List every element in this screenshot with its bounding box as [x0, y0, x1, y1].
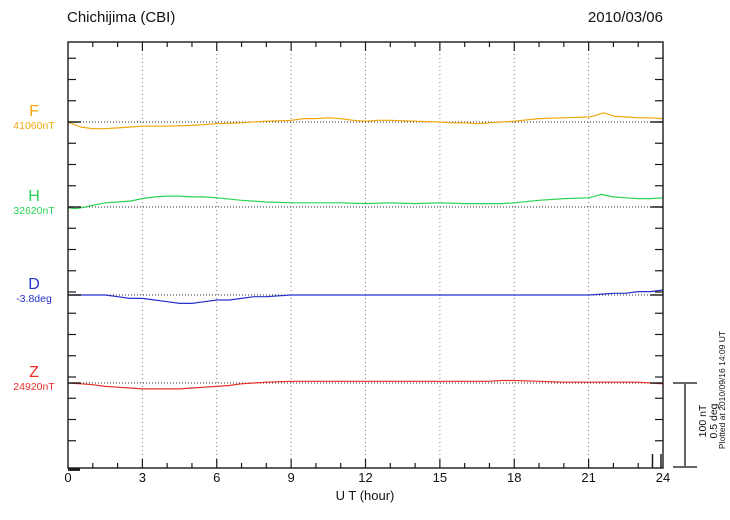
channel-label-F: F 41060nT — [4, 103, 64, 133]
x-tick-label-3: 3 — [138, 470, 146, 485]
x-tick-label-12: 12 — [358, 470, 373, 485]
channel-label-D: D -3.8deg — [4, 276, 64, 306]
trace-Z — [67, 379, 664, 390]
trace-D — [67, 289, 664, 304]
x-tick-label-15: 15 — [432, 470, 448, 485]
channel-letter-H: H — [28, 188, 40, 205]
x-axis-label: U T (hour) — [335, 488, 395, 503]
channel-letter-F: F — [29, 103, 39, 120]
channel-letter-Z: Z — [29, 364, 39, 381]
x-tick-label-24: 24 — [655, 470, 671, 485]
channel-baseline-value-F: 41060nT — [13, 120, 55, 132]
trace-F — [67, 112, 664, 130]
trace-H — [67, 193, 664, 210]
channel-letter-D: D — [28, 276, 40, 293]
x-tick-label-21: 21 — [581, 470, 596, 485]
x-tick-label-9: 9 — [287, 470, 295, 485]
station-title: Chichijima (CBI) — [67, 9, 176, 26]
channel-label-Z: Z 24920nT — [4, 364, 64, 394]
x-tick-label-0: 0 — [64, 470, 72, 485]
channel-label-H: H 32620nT — [4, 188, 64, 218]
channel-baseline-value-Z: 24920nT — [13, 381, 55, 393]
channel-baseline-value-D: -3.8deg — [16, 293, 52, 305]
x-tick-label-6: 6 — [213, 470, 221, 485]
plot-date: 2010/03/06 — [587, 9, 663, 26]
channel-baseline-value-H: 32620nT — [13, 205, 55, 217]
x-tick-label-18: 18 — [507, 470, 522, 485]
plotted-at-note: Plotted at 2010/09/16 14:09 UT — [717, 330, 727, 450]
